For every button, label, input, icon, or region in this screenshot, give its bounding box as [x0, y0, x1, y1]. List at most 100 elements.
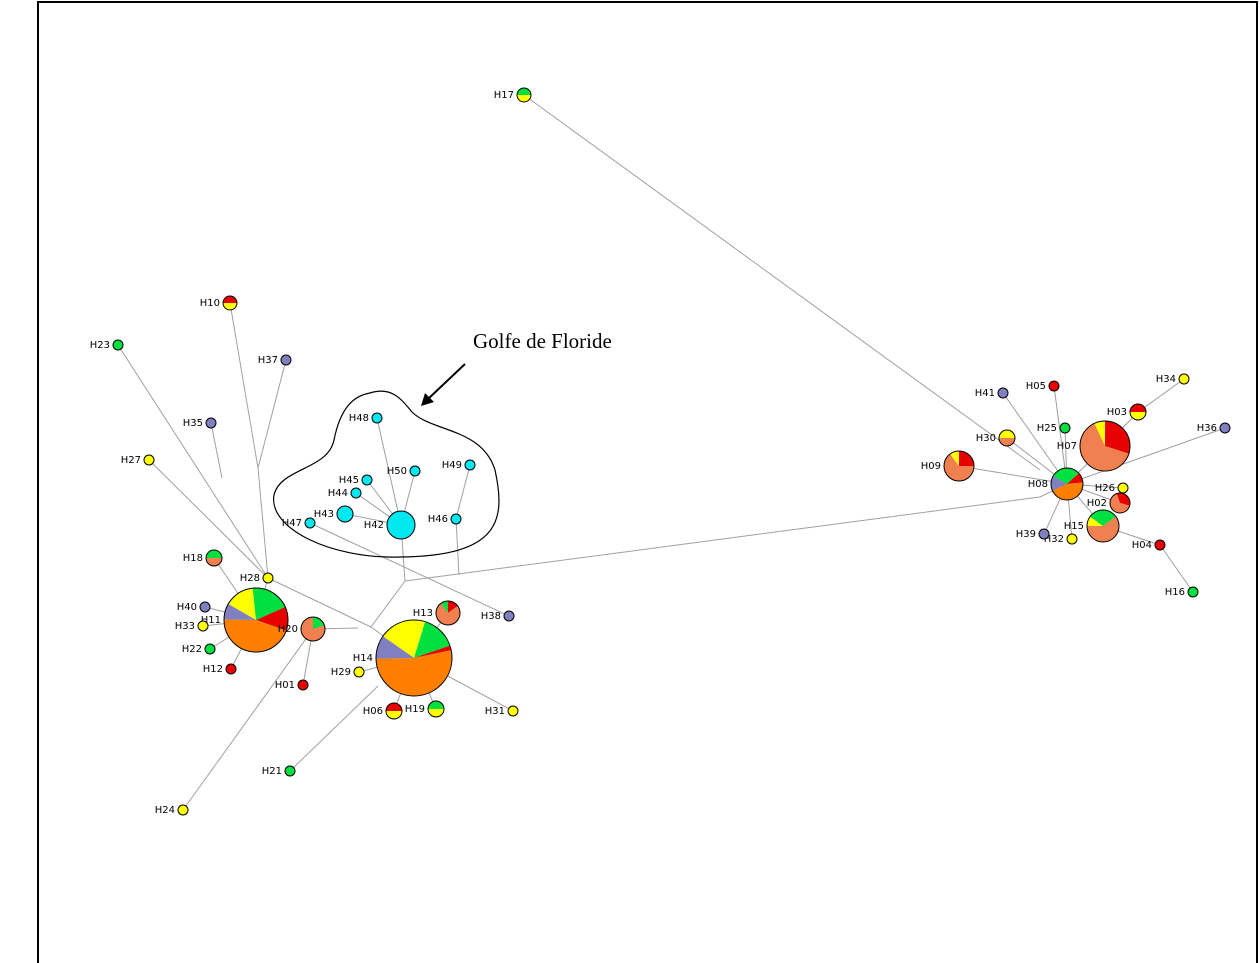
edge: [523, 94, 1041, 471]
node-outline: [435, 600, 461, 626]
arrow-head: [421, 393, 434, 406]
node-label: H29: [331, 667, 351, 678]
haplotype-node: H45: [339, 474, 373, 486]
node-label: H42: [364, 520, 384, 531]
haplotype-node: H12: [203, 663, 237, 675]
edge: [1159, 544, 1194, 593]
pie-slice: [206, 550, 222, 558]
haplotype-node: H34: [1156, 373, 1190, 385]
haplotype-node: H25: [1037, 422, 1071, 434]
node-label: H15: [1064, 521, 1084, 532]
node-outline: [1050, 467, 1084, 501]
edge: [289, 685, 379, 772]
node-circle: [386, 510, 416, 540]
node-label: H23: [90, 340, 110, 351]
edge: [210, 422, 223, 479]
haplotype-node: H27: [121, 454, 155, 466]
pie-slice: [223, 296, 237, 303]
pie-slice: [950, 451, 959, 466]
node-circle: [409, 465, 421, 477]
pie-slice: [1090, 510, 1116, 526]
haplotype-node: H30: [976, 429, 1016, 447]
node-circle: [1219, 422, 1231, 434]
edge: [117, 344, 269, 579]
node-circle: [225, 663, 237, 675]
node-label: H37: [258, 355, 278, 366]
node-circle: [464, 459, 476, 471]
haplotype-node: H46: [428, 513, 462, 525]
pie-slice: [414, 621, 450, 658]
haplotype-node: H49: [442, 459, 476, 471]
haplotype-node: H24: [155, 804, 189, 816]
pie-slice: [1079, 423, 1129, 472]
node-circle: [1187, 586, 1199, 598]
haplotype-node: H50: [387, 465, 421, 477]
haplotype-node: H17: [494, 87, 532, 103]
node-circle: [1154, 539, 1166, 551]
edge: [1137, 378, 1185, 413]
edges: [117, 94, 1226, 811]
node-label: H34: [1156, 374, 1176, 385]
node-label: H28: [240, 573, 260, 584]
node-circle: [197, 620, 209, 632]
haplotype-node: H10: [200, 295, 238, 311]
node-outline: [998, 429, 1016, 447]
node-label: H31: [485, 706, 505, 717]
haplotype-node: H21: [262, 765, 296, 777]
node-label: H32: [1044, 534, 1064, 545]
pie-slice: [386, 711, 402, 719]
node-label: H50: [387, 466, 407, 477]
node-outline: [943, 450, 975, 482]
node-label: H49: [442, 460, 462, 471]
pie-slice: [517, 95, 531, 102]
haplotype-node: H44: [328, 487, 362, 499]
node-outline: [222, 295, 238, 311]
haplotype-node: H37: [258, 354, 292, 366]
haplotype-node: H28: [240, 572, 274, 584]
node-outline: [427, 700, 445, 718]
pie-slice: [1087, 516, 1119, 543]
edge: [455, 518, 460, 576]
node-label: H16: [1165, 587, 1185, 598]
node-circle: [350, 487, 362, 499]
pie-slice: [428, 701, 444, 709]
haplotype-node: H36: [1197, 422, 1231, 434]
node-label: H36: [1197, 423, 1217, 434]
haplotype-node: H32: [1044, 533, 1078, 545]
haplotype-node: H33: [175, 620, 209, 632]
node-circle: [297, 679, 309, 691]
haplotype-node: H19: [405, 700, 445, 718]
node-circle: [997, 387, 1009, 399]
node-label: H47: [282, 518, 302, 529]
pie-slice: [376, 650, 452, 697]
pie-slice: [256, 606, 288, 631]
haplotype-node: H48: [349, 412, 383, 424]
haplotype-node: H13: [413, 600, 461, 626]
node-label: H07: [1057, 441, 1077, 452]
node-circle: [1038, 528, 1050, 540]
node-label: H45: [339, 475, 359, 486]
node-circle: [507, 705, 519, 717]
edge: [1066, 427, 1226, 485]
pie-slice: [944, 453, 974, 481]
node-label: H41: [975, 388, 995, 399]
haplotype-node: H18: [183, 549, 223, 567]
node-label: H19: [405, 704, 425, 715]
haplotype-node: H29: [331, 666, 365, 678]
node-circle: [1178, 373, 1190, 385]
pie-slice: [1051, 476, 1067, 491]
pie-slice: [517, 88, 531, 95]
region-outline: [273, 390, 500, 558]
node-label: H18: [183, 553, 203, 564]
haplotype-node: H42: [364, 510, 416, 540]
pie-slice: [223, 303, 237, 310]
node-label: H05: [1026, 381, 1046, 392]
haplotype-node: H06: [363, 702, 403, 720]
node-label: H43: [314, 509, 334, 520]
haplotype-node: H22: [182, 643, 216, 655]
node-label: H06: [363, 706, 383, 717]
node-circle: [304, 517, 316, 529]
annotation: Golfe de Floride: [473, 329, 612, 353]
